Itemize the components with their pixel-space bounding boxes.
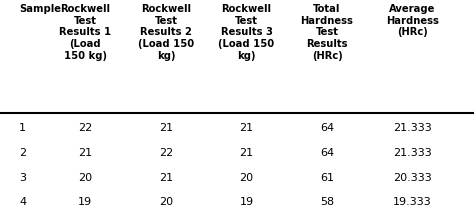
Text: 22: 22 bbox=[78, 123, 92, 133]
Text: 58: 58 bbox=[320, 197, 334, 207]
Text: 64: 64 bbox=[320, 123, 334, 133]
Text: 22: 22 bbox=[159, 148, 173, 158]
Text: Rockwell
Test
Results 1
(Load
150 kg): Rockwell Test Results 1 (Load 150 kg) bbox=[59, 4, 111, 61]
Text: 21: 21 bbox=[239, 123, 254, 133]
Text: 20: 20 bbox=[78, 173, 92, 183]
Text: Rockwell
Test
Results 2
(Load 150
kg): Rockwell Test Results 2 (Load 150 kg) bbox=[138, 4, 194, 61]
Text: Average
Hardness
(HRc): Average Hardness (HRc) bbox=[386, 4, 439, 37]
Text: 21: 21 bbox=[159, 123, 173, 133]
Text: 2: 2 bbox=[19, 148, 26, 158]
Text: Rockwell
Test
Results 3
(Load 150
kg): Rockwell Test Results 3 (Load 150 kg) bbox=[219, 4, 274, 61]
Text: 3: 3 bbox=[19, 173, 26, 183]
Text: 21: 21 bbox=[159, 173, 173, 183]
Text: 19: 19 bbox=[239, 197, 254, 207]
Text: 20: 20 bbox=[239, 173, 254, 183]
Text: Sample: Sample bbox=[19, 4, 61, 14]
Text: 19.333: 19.333 bbox=[393, 197, 432, 207]
Text: 64: 64 bbox=[320, 148, 334, 158]
Text: 4: 4 bbox=[19, 197, 26, 207]
Text: 21.333: 21.333 bbox=[393, 123, 432, 133]
Text: 21: 21 bbox=[239, 148, 254, 158]
Text: 20: 20 bbox=[159, 197, 173, 207]
Text: 21.333: 21.333 bbox=[393, 148, 432, 158]
Text: 21: 21 bbox=[78, 148, 92, 158]
Text: 61: 61 bbox=[320, 173, 334, 183]
Text: 1: 1 bbox=[19, 123, 26, 133]
Text: 20.333: 20.333 bbox=[393, 173, 432, 183]
Text: 19: 19 bbox=[78, 197, 92, 207]
Text: Total
Hardness
Test
Results
(HRc): Total Hardness Test Results (HRc) bbox=[301, 4, 354, 61]
